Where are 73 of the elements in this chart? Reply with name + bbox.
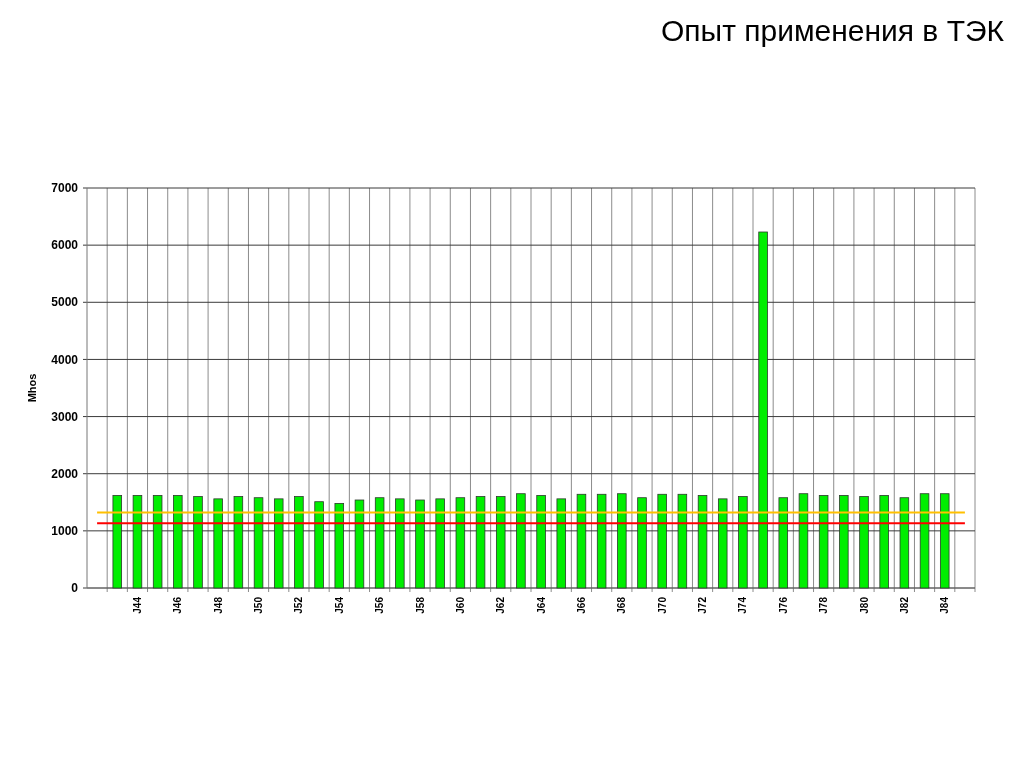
x-tick-label: J74 (737, 596, 749, 614)
y-tick-label: 6000 (51, 238, 79, 253)
x-tick-label: J82 (898, 596, 910, 614)
bar (495, 496, 506, 589)
bar (637, 497, 647, 589)
x-tick-label: J44 (131, 596, 143, 614)
bar (112, 495, 123, 589)
x-tick-label: J50 (253, 596, 265, 614)
x-tick-label: J80 (858, 596, 870, 614)
y-tick-label: 4000 (51, 352, 79, 367)
y-tick-label: 1000 (51, 524, 79, 539)
bar (455, 497, 466, 589)
x-tick-label: J52 (293, 596, 305, 614)
bar (617, 493, 627, 589)
x-tick-label: J54 (333, 596, 345, 614)
bar (233, 496, 244, 589)
bar (859, 496, 869, 589)
y-tick-label: 0 (71, 581, 79, 596)
bar (697, 495, 708, 589)
x-tick-label: J70 (656, 596, 668, 614)
bar (314, 501, 324, 589)
x-tick-label: J76 (777, 596, 789, 614)
bar (193, 496, 203, 589)
bar (939, 493, 950, 589)
y-tick-label: 7000 (51, 181, 79, 196)
x-tick-label: J48 (212, 596, 224, 614)
x-tick-label: J62 (495, 596, 507, 614)
bar (839, 495, 849, 589)
x-tick-label: J60 (454, 596, 466, 614)
bar (435, 498, 445, 589)
bar (677, 493, 688, 589)
bar (657, 493, 667, 589)
bar (415, 499, 425, 589)
bar (778, 497, 789, 589)
bar (273, 498, 284, 589)
bar (294, 496, 304, 589)
y-tick-label: 2000 (51, 466, 79, 481)
bar (596, 493, 607, 589)
y-tick-label: 3000 (51, 409, 79, 424)
bar (758, 231, 768, 589)
x-tick-label: J84 (939, 596, 951, 614)
bar (354, 499, 365, 589)
bar (173, 495, 183, 589)
bar (334, 503, 345, 589)
bar (818, 495, 829, 589)
bar (152, 495, 163, 589)
bar (253, 497, 264, 589)
bar (213, 498, 223, 589)
bar (717, 498, 728, 589)
y-tick-label: 5000 (51, 295, 79, 310)
bar (395, 498, 405, 589)
x-tick-label: J56 (374, 596, 386, 614)
x-tick-label: J78 (818, 596, 830, 614)
bar (879, 495, 889, 589)
y-axis-title: Mhos (25, 373, 38, 403)
bar (798, 493, 809, 589)
chart-title: Опыт применения в ТЭК (660, 14, 1005, 47)
bar (919, 493, 930, 589)
bar (516, 493, 526, 589)
bar (899, 497, 910, 589)
x-tick-label: J68 (616, 596, 628, 614)
x-tick-label: J46 (172, 596, 184, 614)
x-tick-label: J66 (575, 596, 587, 614)
bar (576, 493, 587, 589)
bar (132, 495, 143, 589)
bar (738, 496, 748, 589)
bar (556, 498, 567, 589)
x-tick-label: J64 (535, 596, 547, 614)
bar (536, 495, 546, 589)
bar (475, 496, 486, 589)
bar (374, 497, 385, 589)
x-tick-label: J58 (414, 596, 426, 614)
x-tick-label: J72 (697, 596, 709, 614)
